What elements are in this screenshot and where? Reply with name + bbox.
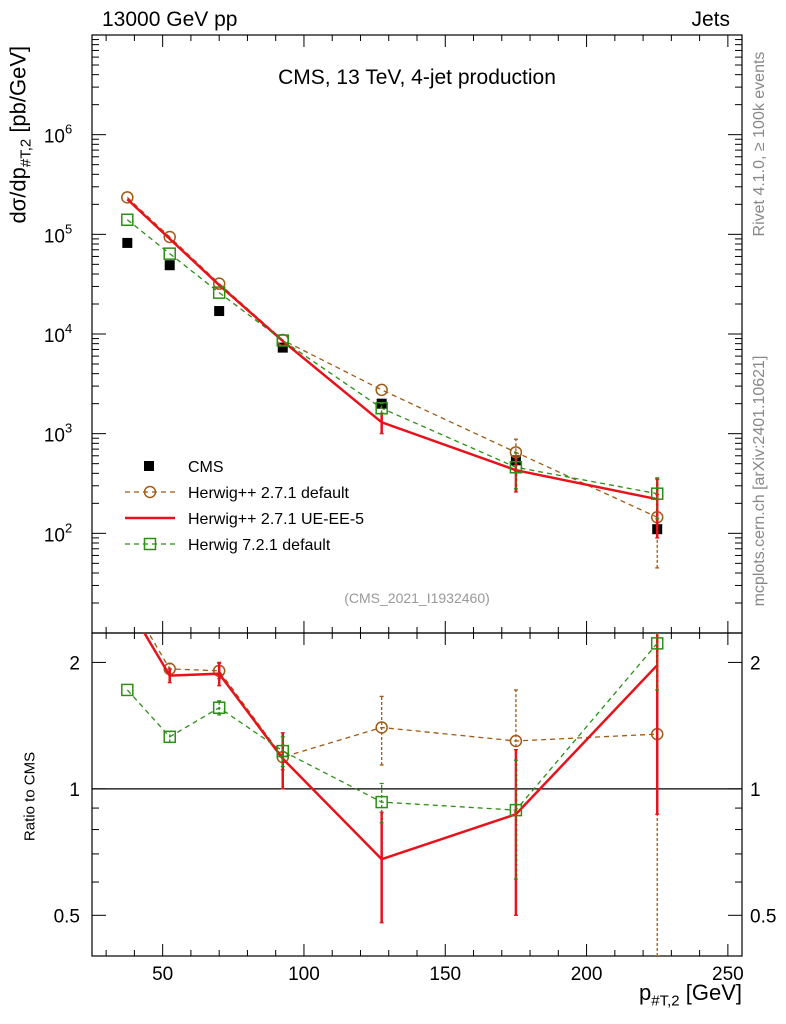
- ratio-plot-frame: [91, 632, 743, 957]
- main-series-point: [212, 286, 226, 299]
- y-tick-label: 102: [44, 520, 72, 546]
- ratio-tick-label-right: 0.5: [750, 906, 776, 927]
- main-series-line-3: [126, 219, 658, 495]
- x-tick-label: 250: [712, 964, 744, 985]
- y-tick-base: 10: [44, 525, 65, 546]
- ratio-series-point: [212, 701, 226, 714]
- y-tick-label: 104: [44, 321, 72, 347]
- y-tick-exponent: 3: [65, 421, 72, 436]
- main-series-point: [163, 230, 176, 244]
- ratio-tick-label-left: 1: [69, 780, 80, 801]
- legend-label: Herwig++ 2.7.1 default: [188, 485, 350, 502]
- main-series-point: [122, 237, 133, 248]
- x-tick-label: 200: [571, 964, 603, 985]
- x-axis-label-main: p: [639, 980, 652, 1005]
- main-series-point: [276, 334, 290, 347]
- y-tick-base: 10: [44, 426, 65, 447]
- x-tick-label: 100: [288, 964, 320, 985]
- ratio-series-point: [509, 803, 523, 817]
- legend-label: Herwig 7.2.1 default: [188, 537, 331, 554]
- main-series-group: [121, 191, 664, 569]
- ratio-series-group: [121, 591, 664, 956]
- y-tick-exponent: 5: [65, 221, 72, 236]
- x-tick-label: 50: [152, 964, 173, 985]
- ratio-series-line-3: [126, 642, 658, 811]
- ratio-series-point: [276, 744, 290, 758]
- x-axis-label: p#T,2 [GeV]: [639, 980, 742, 1009]
- ratio-tick-label-left: 2: [69, 653, 80, 674]
- ratio-series-line-2: [142, 633, 659, 861]
- main-series-point: [164, 260, 175, 271]
- ratio-series-point: [650, 637, 664, 650]
- main-series-point: [375, 383, 388, 397]
- legend-label: Herwig++ 2.7.1 UE-EE-5: [188, 511, 364, 528]
- main-series-point: [650, 487, 664, 500]
- main-series-point: [509, 461, 523, 474]
- y-tick-exponent: 4: [65, 321, 72, 336]
- ratio-tick-label-left: 0.5: [54, 906, 80, 927]
- analysis-reference: (CMS_2021_I1932460): [344, 590, 490, 606]
- y-tick-base: 10: [44, 226, 65, 247]
- x-axis-label-subscript: #T,2: [651, 992, 680, 1010]
- main-series-point: [277, 342, 288, 353]
- ratio-series-point: [163, 730, 176, 744]
- main-series-point: [163, 247, 176, 260]
- ratio-series-point: [122, 591, 133, 602]
- legend-marker: [143, 537, 157, 551]
- y-tick-label: 105: [44, 221, 72, 247]
- y-tick-exponent: 2: [65, 520, 72, 535]
- legend-marker: [143, 485, 157, 499]
- main-series-point: [375, 401, 388, 415]
- ratio-series-point: [375, 721, 388, 734]
- main-series-point: [214, 306, 225, 317]
- legend-marker: [144, 461, 154, 471]
- main-series-point: [121, 213, 134, 227]
- y-tick-base: 10: [44, 127, 65, 148]
- x-axis-label-unit: [GeV]: [679, 980, 742, 1005]
- ratio-series-point: [121, 683, 134, 697]
- y-tick-label: 106: [44, 122, 72, 148]
- y-tick-exponent: 6: [65, 122, 72, 137]
- ratio-series-point: [509, 734, 523, 748]
- ratio-tick-label-right: 2: [750, 653, 761, 674]
- main-series-line-2: [126, 198, 658, 501]
- x-tick-label: 150: [429, 964, 461, 985]
- ratio-series-line-1: [147, 633, 658, 758]
- main-series-point: [212, 277, 226, 290]
- ratio-series-point: [375, 795, 388, 809]
- header-category-label: Jets: [691, 8, 730, 31]
- ratio-tick-label-right: 1: [750, 780, 761, 801]
- plot-title: CMS, 13 TeV, 4-jet production: [278, 66, 556, 89]
- y-tick-label: 103: [44, 421, 72, 447]
- main-series-point: [121, 191, 134, 204]
- legend-label: CMS: [188, 459, 224, 476]
- header-process-label: 13000 GeV pp: [102, 8, 238, 31]
- y-tick-base: 10: [44, 326, 65, 347]
